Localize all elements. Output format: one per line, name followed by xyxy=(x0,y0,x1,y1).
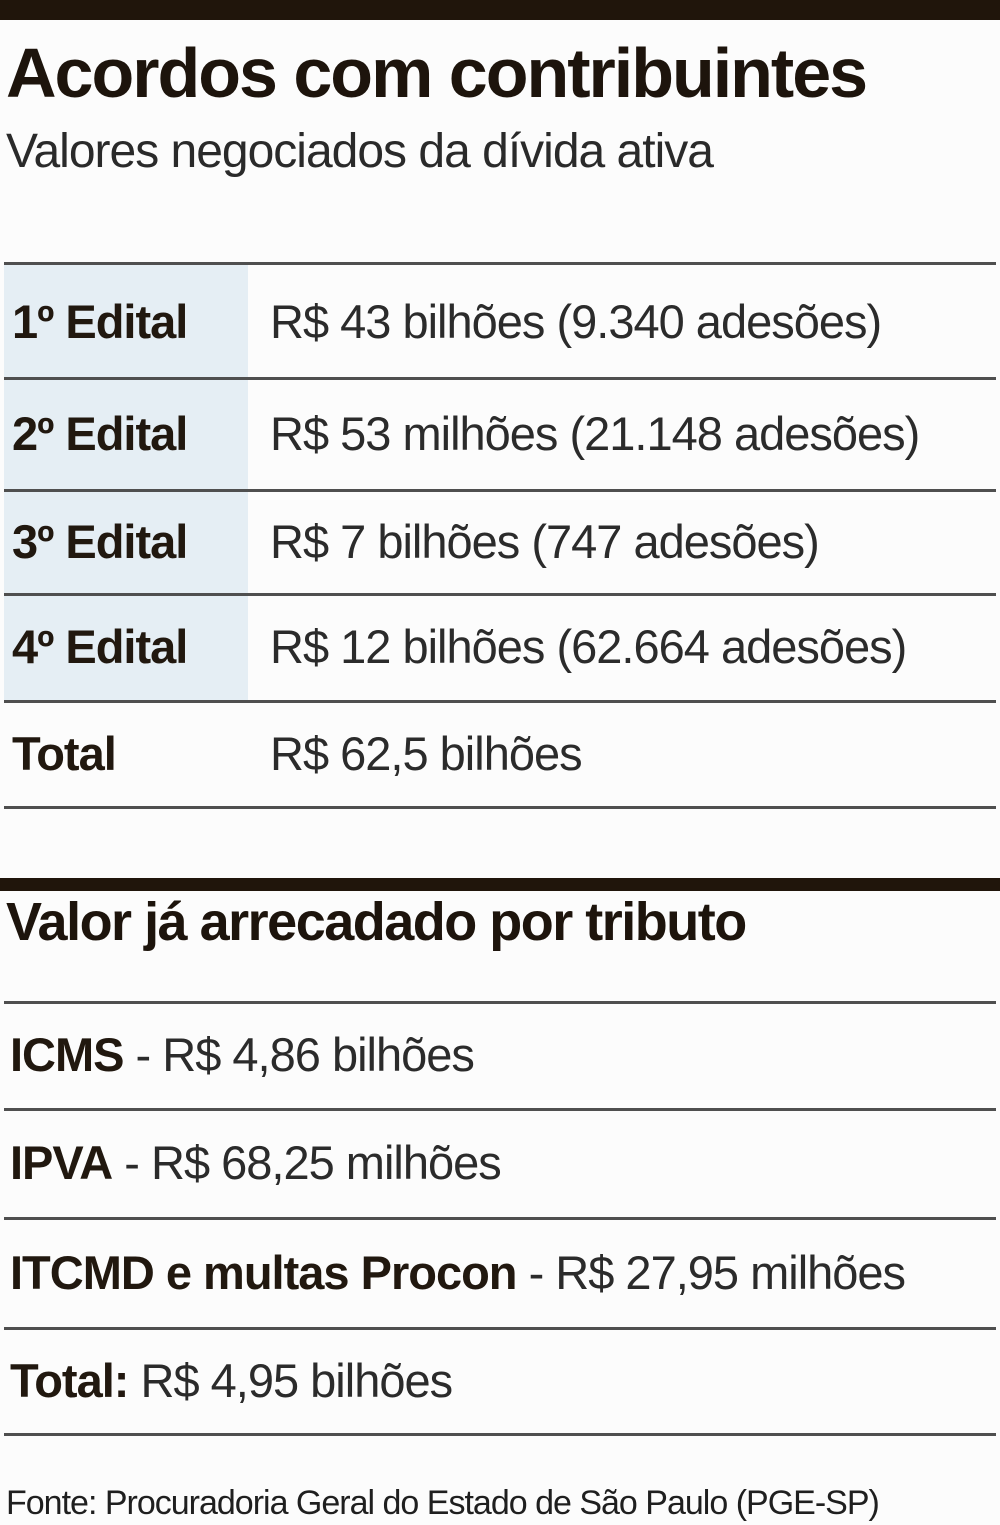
divider xyxy=(4,1217,996,1220)
divider xyxy=(4,1001,996,1004)
total-separator xyxy=(128,1353,140,1408)
table-row-edital-1: 1º Edital R$ 43 bilhões (9.340 adesões) xyxy=(4,265,996,377)
divider xyxy=(4,489,996,492)
total-value: R$ 62,5 bilhões xyxy=(270,726,583,780)
page-subtitle: Valores negociados da dívida ativa xyxy=(6,125,714,178)
edital-value: R$ 43 bilhões (9.340 adesões) xyxy=(270,294,882,348)
edital-value: R$ 53 milhões (21.148 adesões) xyxy=(270,406,920,460)
section-title: Valor já arrecadado por tributo xyxy=(6,892,747,952)
tribute-label: IPVA xyxy=(10,1136,113,1189)
tribute-label: ITCMD e multas Procon xyxy=(10,1245,518,1299)
total-value: R$ 4,95 bilhões xyxy=(140,1353,454,1407)
edital-value: R$ 7 bilhões (747 adesões) xyxy=(270,514,820,568)
table-row-edital-4: 4º Edital R$ 12 bilhões (62.664 adesões) xyxy=(4,596,996,697)
divider xyxy=(4,262,996,265)
tribute-value: R$ 4,86 bilhões xyxy=(162,1028,475,1081)
tribute-row-itcmd: ITCMD e multas Procon - R$ 27,95 milhões xyxy=(4,1220,996,1324)
total-label: Total xyxy=(12,726,117,780)
edital-label: 1º Edital xyxy=(12,294,188,348)
divider xyxy=(4,1433,996,1436)
divider xyxy=(4,377,996,380)
table-row-edital-2: 2º Edital R$ 53 milhões (21.148 adesões) xyxy=(4,380,996,486)
tribute-separator: - xyxy=(112,1136,151,1189)
edital-label: 3º Edital xyxy=(12,514,188,568)
table-row-total: Total R$ 62,5 bilhões xyxy=(4,703,996,803)
top-accent-bar xyxy=(0,0,1000,20)
edital-value: R$ 12 bilhões (62.664 adesões) xyxy=(270,620,907,673)
divider xyxy=(4,700,996,703)
edital-column-highlight xyxy=(4,265,248,700)
divider xyxy=(4,806,996,809)
tribute-value: R$ 27,95 milhões xyxy=(555,1245,906,1299)
tribute-row-total: Total: R$ 4,95 bilhões xyxy=(4,1330,996,1430)
divider xyxy=(4,1327,996,1330)
source-note: Fonte: Procuradoria Geral do Estado de S… xyxy=(6,1484,880,1522)
divider xyxy=(4,593,996,596)
tribute-row-icms: ICMS - R$ 4,86 bilhões xyxy=(4,1004,996,1105)
edital-label: 4º Edital xyxy=(12,620,188,673)
page-title: Acordos com contribuintes xyxy=(6,34,868,112)
tribute-row-ipva: IPVA - R$ 68,25 milhões xyxy=(4,1111,996,1214)
tribute-separator: - xyxy=(123,1028,163,1081)
tribute-label: ICMS xyxy=(10,1028,124,1081)
total-label: Total: xyxy=(10,1353,129,1407)
edital-label: 2º Edital xyxy=(12,406,188,460)
tribute-value: R$ 68,25 milhões xyxy=(151,1136,502,1189)
divider xyxy=(4,1108,996,1111)
table-row-edital-3: 3º Edital R$ 7 bilhões (747 adesões) xyxy=(4,492,996,590)
section-accent-bar xyxy=(0,878,1000,891)
tribute-separator: - xyxy=(516,1245,556,1299)
